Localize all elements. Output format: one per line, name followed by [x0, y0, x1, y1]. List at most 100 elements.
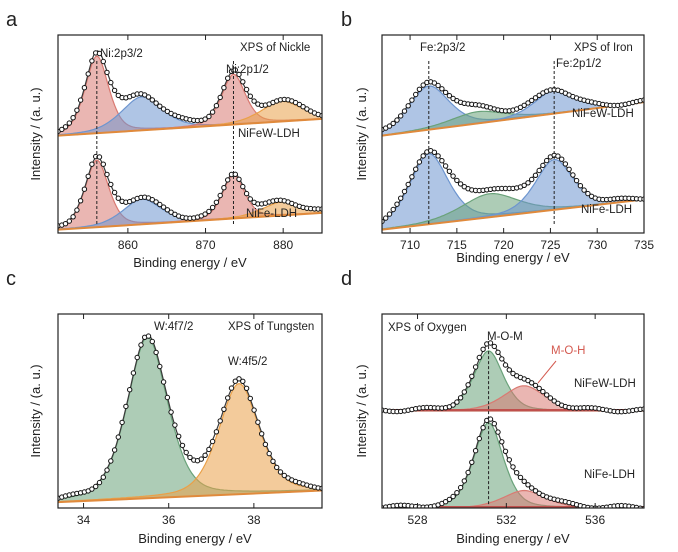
data-point	[266, 450, 272, 457]
data-point	[183, 449, 189, 456]
data-point	[573, 177, 580, 184]
data-point	[495, 349, 501, 355]
data-point	[401, 188, 408, 195]
data-point	[100, 474, 107, 480]
data-point	[164, 394, 171, 401]
data-point	[510, 370, 516, 377]
data-point	[225, 177, 231, 183]
data-point	[74, 107, 80, 113]
x-tick-label: 880	[273, 238, 293, 252]
data-point	[198, 456, 205, 462]
panel-b-title: XPS of Iron	[574, 42, 633, 54]
x-tick-label: 36	[162, 513, 176, 527]
data-point	[431, 80, 438, 86]
data-point	[559, 156, 565, 162]
data-point	[566, 166, 572, 173]
data-point	[570, 172, 576, 178]
plot-area	[382, 340, 644, 508]
data-point	[394, 117, 400, 123]
data-point	[510, 464, 516, 470]
data-point	[247, 395, 254, 402]
data-point	[532, 382, 539, 389]
data-point	[386, 211, 393, 217]
panel-b-plot	[382, 61, 644, 231]
data-point	[442, 163, 449, 169]
data-point	[59, 126, 65, 133]
data-point	[274, 464, 280, 471]
data-point	[228, 385, 235, 391]
panel-c-plot	[58, 333, 322, 504]
data-point	[232, 67, 239, 73]
data-point	[243, 190, 250, 197]
data-point	[115, 195, 122, 201]
data-point	[262, 441, 269, 448]
data-point	[160, 379, 167, 385]
panel-c-xlabel: Binding energy / eV	[138, 531, 252, 546]
data-point	[398, 113, 404, 119]
data-point	[240, 378, 246, 384]
data-point	[172, 422, 178, 428]
data-point	[108, 181, 114, 188]
panel-letter-b: b	[341, 9, 352, 31]
data-point	[100, 58, 107, 65]
data-point	[450, 493, 456, 500]
panel-d-xlabel: Binding energy / eV	[456, 531, 570, 546]
data-point	[108, 79, 114, 86]
data-point	[480, 425, 486, 431]
data-point	[532, 488, 539, 494]
data-point	[221, 406, 227, 412]
data-point	[416, 159, 423, 165]
panel-d-frame	[381, 313, 645, 509]
data-point	[450, 95, 456, 102]
data-point	[555, 153, 561, 159]
panel-c-ylabel: Intensity / (a. u.)	[28, 364, 43, 457]
data-point	[77, 97, 84, 103]
data-point	[413, 166, 419, 172]
panel-d-ticks: 528 532 536	[408, 314, 605, 527]
data-point	[179, 442, 186, 449]
data-point	[236, 71, 242, 78]
data-point	[506, 367, 512, 373]
data-point	[581, 187, 587, 193]
data-point	[547, 395, 554, 401]
background-line	[382, 101, 644, 137]
series-label-nife-ldh-d: NiFe-LDH	[584, 469, 635, 481]
data-point	[390, 120, 396, 127]
data-point	[446, 93, 453, 99]
data-point	[394, 201, 400, 207]
data-point	[157, 201, 163, 208]
data-point	[104, 171, 110, 178]
x-tick-label: 725	[540, 238, 560, 252]
panel-b-ticks: 710 715 720 725 730 735	[400, 35, 654, 252]
data-point	[225, 395, 231, 401]
data-point	[217, 418, 223, 424]
plot-area	[382, 79, 644, 231]
data-point	[108, 458, 114, 464]
data-point	[525, 180, 531, 186]
peak-label-m-o-m: M-O-M	[487, 331, 523, 343]
plot-area	[58, 50, 322, 231]
panel-b-ylabel: Intensity / (a. u.)	[354, 87, 369, 180]
data-point	[457, 181, 464, 187]
data-point	[217, 192, 223, 199]
data-point	[577, 183, 584, 189]
data-point	[469, 459, 475, 465]
data-point	[89, 486, 95, 492]
data-point	[104, 69, 110, 76]
data-point	[111, 189, 118, 196]
data-point	[202, 452, 208, 458]
data-point	[247, 93, 254, 99]
data-point	[89, 161, 95, 167]
data-point	[115, 92, 122, 99]
peak-label-fe-2p1-2: Fe:2p1/2	[556, 58, 601, 70]
data-point	[62, 221, 69, 227]
data-point	[450, 402, 456, 408]
x-tick-label: 860	[118, 238, 138, 252]
data-point	[398, 195, 404, 201]
data-point	[176, 433, 182, 439]
data-point	[168, 409, 174, 415]
data-point	[206, 113, 212, 120]
background-line	[58, 117, 322, 137]
data-point	[66, 120, 73, 126]
